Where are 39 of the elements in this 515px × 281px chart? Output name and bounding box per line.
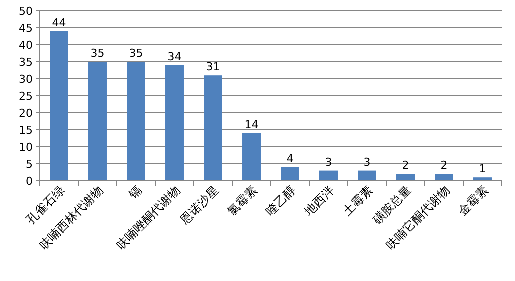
data-label: 44 <box>52 16 66 30</box>
y-tick-label: 5 <box>26 158 33 171</box>
data-label: 3 <box>364 156 371 169</box>
bar <box>204 76 222 181</box>
x-tick-label: 金霉素 <box>456 183 491 219</box>
bar <box>320 170 338 181</box>
bar <box>88 62 107 181</box>
data-label: 2 <box>402 159 410 172</box>
bar <box>281 167 300 181</box>
x-tick-label: 喹乙醇 <box>263 183 298 219</box>
data-label: 34 <box>168 50 182 64</box>
bar <box>435 174 454 181</box>
bar <box>166 65 184 181</box>
x-tick-label: 氯霉素 <box>224 183 260 219</box>
y-tick-label: 30 <box>19 73 33 86</box>
data-label: 31 <box>206 60 220 74</box>
y-tick-label: 25 <box>19 90 33 103</box>
y-tick-label: 10 <box>19 141 33 154</box>
x-tick-label: 镉 <box>125 183 144 202</box>
bar <box>127 62 146 181</box>
bar <box>242 133 261 181</box>
data-label: 35 <box>129 47 144 60</box>
y-tick-label: 15 <box>19 124 33 137</box>
bar <box>396 174 415 181</box>
data-label: 4 <box>286 152 294 166</box>
bar <box>50 31 68 181</box>
data-label: 35 <box>90 47 105 60</box>
data-label: 2 <box>440 159 448 172</box>
data-label: 14 <box>244 118 259 132</box>
data-label: 3 <box>325 156 332 169</box>
x-tick-label: 地西泮 <box>300 183 337 220</box>
y-tick-label: 20 <box>19 107 33 120</box>
y-tick-label: 35 <box>19 56 33 69</box>
y-tick-label: 45 <box>19 22 33 35</box>
y-tick-label: 0 <box>26 175 33 188</box>
data-label: 1 <box>479 162 486 176</box>
y-tick-label: 50 <box>19 5 33 18</box>
bar <box>358 170 376 181</box>
y-tick-label: 40 <box>19 39 33 52</box>
